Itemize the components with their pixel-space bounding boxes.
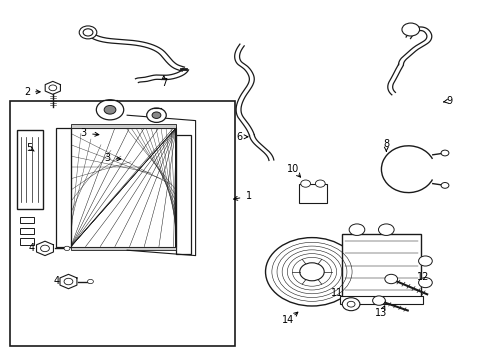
Text: 13: 13: [374, 308, 387, 318]
Circle shape: [384, 274, 397, 284]
Circle shape: [83, 29, 93, 36]
Text: 14: 14: [282, 315, 294, 325]
Circle shape: [79, 26, 97, 39]
Circle shape: [346, 301, 354, 307]
Text: 4: 4: [29, 243, 35, 253]
Polygon shape: [60, 274, 77, 289]
Circle shape: [64, 278, 73, 285]
Bar: [176, 135, 190, 254]
Circle shape: [152, 112, 161, 118]
Circle shape: [378, 224, 393, 235]
Bar: [17, 130, 42, 209]
Circle shape: [342, 298, 359, 311]
Bar: [71, 128, 176, 247]
Circle shape: [104, 105, 116, 114]
Text: 5: 5: [26, 143, 32, 153]
Bar: [20, 238, 34, 245]
Text: 12: 12: [416, 272, 428, 282]
Bar: [20, 228, 34, 234]
Circle shape: [348, 224, 364, 235]
Bar: [342, 234, 420, 297]
Bar: [339, 296, 422, 304]
Polygon shape: [37, 241, 53, 256]
Bar: [20, 217, 34, 223]
Text: 6: 6: [236, 132, 242, 142]
Text: 8: 8: [383, 139, 388, 149]
Text: 10: 10: [286, 164, 299, 174]
Text: 11: 11: [330, 288, 343, 298]
Text: 9: 9: [446, 96, 452, 106]
Circle shape: [41, 245, 49, 252]
Circle shape: [372, 296, 385, 305]
Circle shape: [87, 279, 93, 284]
Text: 2: 2: [24, 87, 30, 97]
Circle shape: [315, 180, 325, 187]
Circle shape: [300, 180, 310, 187]
Circle shape: [96, 100, 123, 120]
Text: 3: 3: [104, 153, 110, 163]
Circle shape: [440, 150, 448, 156]
Circle shape: [418, 256, 431, 266]
Circle shape: [418, 278, 431, 288]
Text: 4: 4: [53, 276, 59, 286]
Bar: [56, 128, 71, 247]
Circle shape: [299, 263, 324, 281]
Text: 3: 3: [80, 128, 86, 138]
Text: 7: 7: [161, 78, 166, 88]
Text: 1: 1: [246, 191, 252, 201]
Bar: [299, 184, 326, 203]
Circle shape: [440, 183, 448, 188]
Bar: [71, 247, 176, 250]
Circle shape: [265, 238, 358, 306]
Circle shape: [49, 85, 57, 91]
Bar: [71, 124, 176, 128]
Circle shape: [401, 23, 419, 36]
Circle shape: [146, 108, 166, 122]
Circle shape: [64, 246, 70, 251]
Bar: [10, 101, 234, 346]
Polygon shape: [45, 81, 61, 94]
